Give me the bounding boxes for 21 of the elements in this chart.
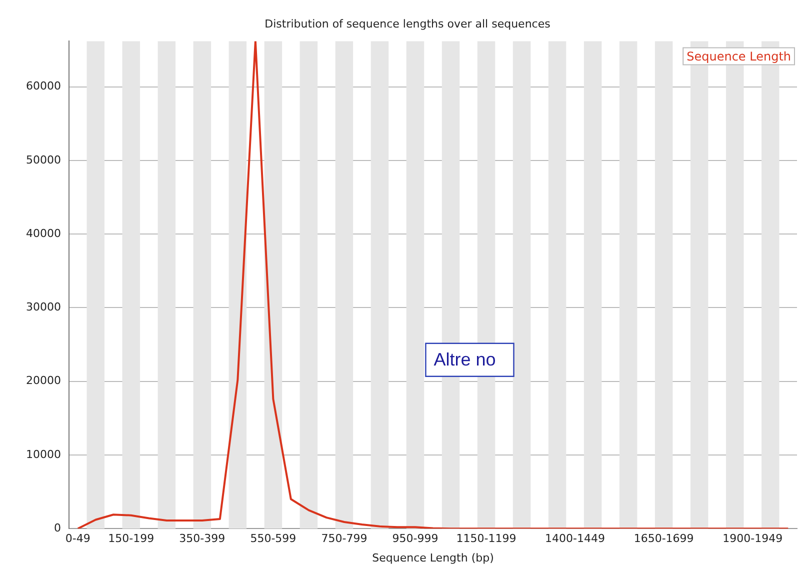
- chart-title: Distribution of sequence lengths over all sequences: [264, 17, 551, 30]
- y-tick-label: 40000: [26, 226, 61, 240]
- x-tick-label: 350-399: [179, 532, 226, 546]
- x-tick-label: 1900-1949: [722, 532, 783, 546]
- y-tick-label: 50000: [26, 153, 61, 166]
- x-tick-label: 550-599: [250, 532, 296, 546]
- y-tick-label: 20000: [26, 374, 61, 388]
- x-tick-label: 950-999: [392, 532, 438, 546]
- x-tick-label: 1400-1449: [545, 532, 606, 546]
- y-tick-label: 10000: [26, 448, 61, 461]
- x-tick-label: 1150-1199: [456, 532, 516, 546]
- x-tick-label: 0-49: [65, 532, 90, 546]
- x-tick-label: 750-799: [321, 532, 368, 546]
- x-tick-label: 150-199: [108, 532, 154, 546]
- x-axis-title: Sequence Length (bp): [372, 551, 494, 564]
- y-tick-label: 60000: [26, 80, 61, 93]
- x-tick-label: 1650-1699: [634, 532, 694, 546]
- y-tick-label: 0: [54, 521, 61, 534]
- annotation: Altre no: [434, 349, 496, 370]
- text: Sequence Length: [686, 49, 792, 64]
- y-tick-label: 30000: [26, 300, 61, 314]
